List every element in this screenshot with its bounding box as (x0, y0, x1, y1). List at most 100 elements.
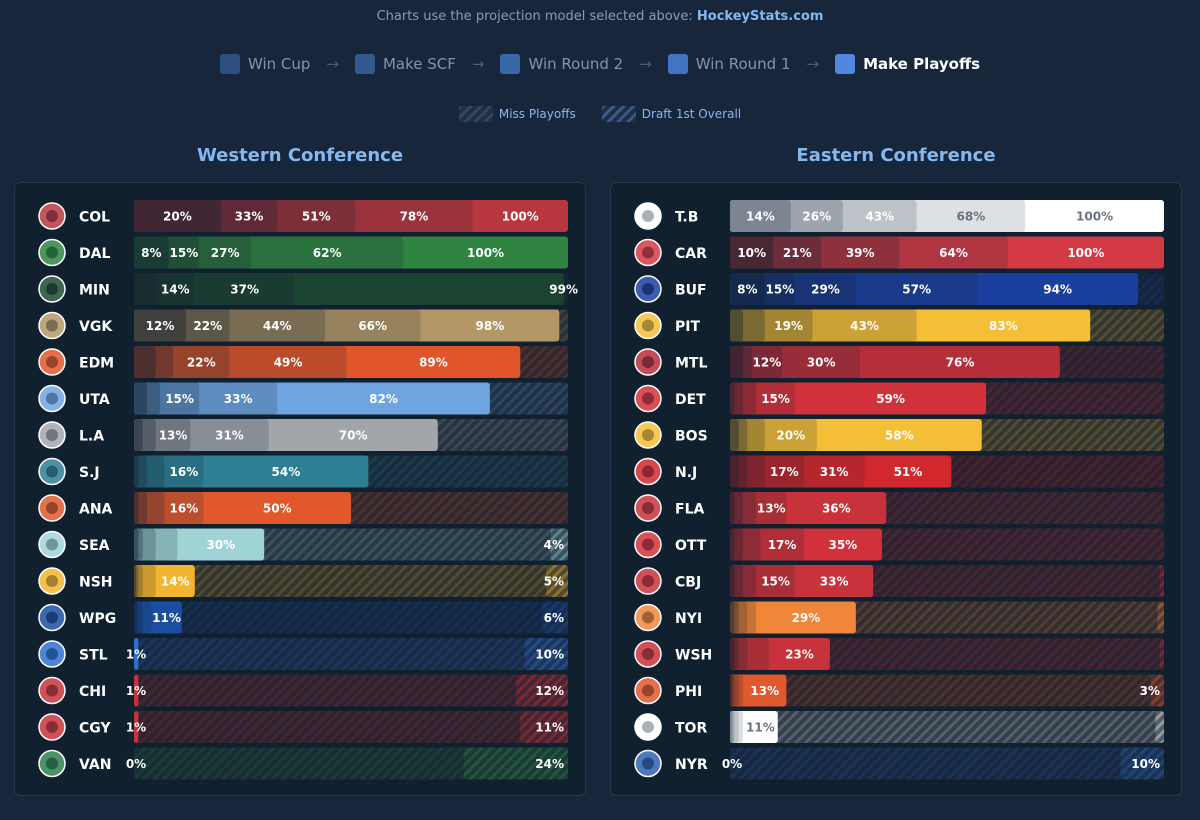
team-row[interactable]: 14% 26% 43% 68% 100% T.B (634, 200, 1164, 232)
team-abbr: VAN (79, 757, 111, 773)
team-row[interactable]: 5% 14% NSH (38, 565, 568, 597)
team-row[interactable]: 4% 30% SEA (38, 528, 568, 561)
stage-percent-label: 11% (746, 721, 775, 735)
team-row[interactable]: 3% 13% PHI (634, 674, 1164, 707)
senators-logo-icon (634, 530, 662, 559)
draft-first-overall-bar (541, 601, 568, 634)
legend-draft-first-overall[interactable]: Draft 1st Overall (601, 106, 741, 122)
legend-miss-playoffs[interactable]: Miss Playoffs (458, 106, 576, 122)
legend-label: Win Round 1 (695, 55, 791, 73)
stage-bar-segment (730, 674, 787, 707)
canadiens-logo-icon (634, 348, 662, 376)
legend-win-round-2[interactable]: Win Round 2 (500, 54, 623, 74)
devils-logo-icon (634, 457, 662, 486)
draft-first-overall-bar (515, 674, 568, 707)
golden-knights-logo-icon (38, 311, 66, 340)
team-row[interactable]: 20% 58% BOS (634, 419, 1164, 451)
legend-swatch (667, 54, 688, 74)
team-abbr: S.J (79, 465, 100, 481)
team-row[interactable]: 14% 37% 99% MIN (38, 273, 578, 305)
predators-logo-icon (38, 567, 66, 595)
stage-bar-segment (134, 382, 148, 415)
stage-percent-label: 27% (211, 246, 240, 260)
kraken-logo-icon (38, 530, 66, 559)
team-row[interactable]: 12% 22% 44% 66% 98% VGK (38, 309, 568, 342)
stage-percent-label: 33% (235, 210, 264, 224)
team-abbr: PIT (675, 319, 700, 335)
team-abbr: UTA (79, 392, 110, 408)
team-abbr: MTL (675, 356, 707, 372)
team-row[interactable]: 17% 35% OTT (634, 528, 1164, 561)
stage-percent-label: 31% (215, 429, 244, 443)
team-row[interactable]: 11% TOR (634, 711, 1164, 743)
team-row[interactable]: 8% 15% 29% 57% 94% BUF (634, 273, 1164, 305)
model-note: Charts use the projection model selected… (0, 9, 1200, 24)
stage-bar-segment (134, 455, 139, 488)
draft-first-overall-bar (524, 638, 568, 670)
legend-swatch (500, 54, 521, 74)
flyers-logo-icon (634, 676, 662, 705)
team-row[interactable]: 8% 15% 27% 62% 100% DAL (38, 236, 568, 269)
legend-make-playoffs[interactable]: Make Playoffs (835, 54, 980, 74)
stage-bar-segment (730, 346, 744, 378)
stage-percent-label: 62% (313, 246, 342, 260)
team-abbr: N.J (675, 465, 697, 481)
eastern-conference-title: Eastern Conference (796, 145, 996, 166)
stage-percent-label: 49% (274, 356, 303, 370)
draft-odds-label: 4% (544, 538, 564, 552)
team-row[interactable]: 23% WSH (634, 638, 1164, 670)
team-row[interactable]: 10% 1% STL (38, 638, 568, 670)
team-row[interactable]: 20% 33% 51% 78% 100% COL (38, 200, 568, 232)
legend-swatch (219, 54, 240, 74)
draft-first-overall-bar (1120, 747, 1164, 780)
stage-percent-label: 100% (502, 210, 539, 224)
miss-playoffs-bar (730, 674, 1164, 707)
team-row[interactable]: 11% 1% CGY (38, 711, 568, 743)
sabres-logo-icon (634, 275, 662, 303)
miss-playoffs-bar (730, 747, 1164, 780)
team-abbr: STL (79, 648, 108, 664)
legend-win-round-1[interactable]: Win Round 1 (667, 54, 791, 74)
stage-percent-label: 0% (126, 757, 146, 771)
team-abbr: ANA (79, 502, 113, 518)
stage-percent-label: 13% (757, 502, 786, 516)
team-row[interactable]: 15% 33% CBJ (634, 565, 1164, 597)
team-abbr: DET (675, 392, 706, 408)
team-row[interactable]: 10% 21% 39% 64% 100% CAR (634, 236, 1164, 269)
team-row[interactable]: 16% 50% ANA (38, 492, 568, 524)
legend-make-scf[interactable]: Make SCF (354, 54, 456, 74)
stage-percent-label: 12% (146, 319, 175, 333)
team-row[interactable]: 12% 30% 76% MTL (634, 346, 1164, 378)
team-abbr: COL (79, 210, 110, 226)
team-row[interactable]: 13% 31% 70% L.A (38, 419, 568, 451)
stage-percent-label: 1% (126, 721, 146, 735)
stage-percent-label: 20% (163, 210, 192, 224)
stage-percent-label: 99% (549, 283, 578, 297)
stage-bar-segment (730, 674, 733, 707)
draft-odds-label: 6% (544, 611, 564, 625)
stage-percent-label: 15% (170, 246, 199, 260)
team-row[interactable]: 10% 0% NYR (634, 747, 1164, 780)
team-row[interactable]: 24% 0% VAN (38, 747, 568, 780)
team-row[interactable]: 13% 36% FLA (634, 492, 1164, 524)
team-row[interactable]: 17% 31% 51% N.J (634, 455, 1164, 488)
team-row[interactable]: 15% 33% 82% UTA (38, 382, 568, 415)
team-row[interactable]: 29% NYI (634, 601, 1164, 634)
hockeystats-link[interactable]: HockeyStats.com (696, 9, 824, 24)
draft-odds-label: 10% (1131, 757, 1160, 771)
draft-odds-label: 5% (544, 575, 564, 589)
team-row[interactable]: 6% 11% WPG (38, 601, 568, 634)
draft-odds-label: 10% (535, 648, 564, 662)
outcome-legend: Miss Playoffs Draft 1st Overall (0, 106, 1200, 122)
stage-percent-label: 22% (193, 319, 222, 333)
team-row[interactable]: 16% 54% S.J (38, 455, 568, 488)
team-row[interactable]: 19% 43% 83% PIT (634, 309, 1164, 342)
stage-percent-label: 8% (737, 283, 757, 297)
stage-percent-label: 57% (902, 283, 931, 297)
stage-percent-label: 17% (770, 465, 799, 479)
legend-swatch (835, 54, 856, 74)
team-row[interactable]: 12% 1% CHI (38, 674, 568, 707)
legend-win-cup[interactable]: Win Cup (219, 54, 310, 74)
team-row[interactable]: 22% 49% 89% EDM (38, 346, 568, 378)
team-row[interactable]: 15% 59% DET (634, 382, 1164, 415)
